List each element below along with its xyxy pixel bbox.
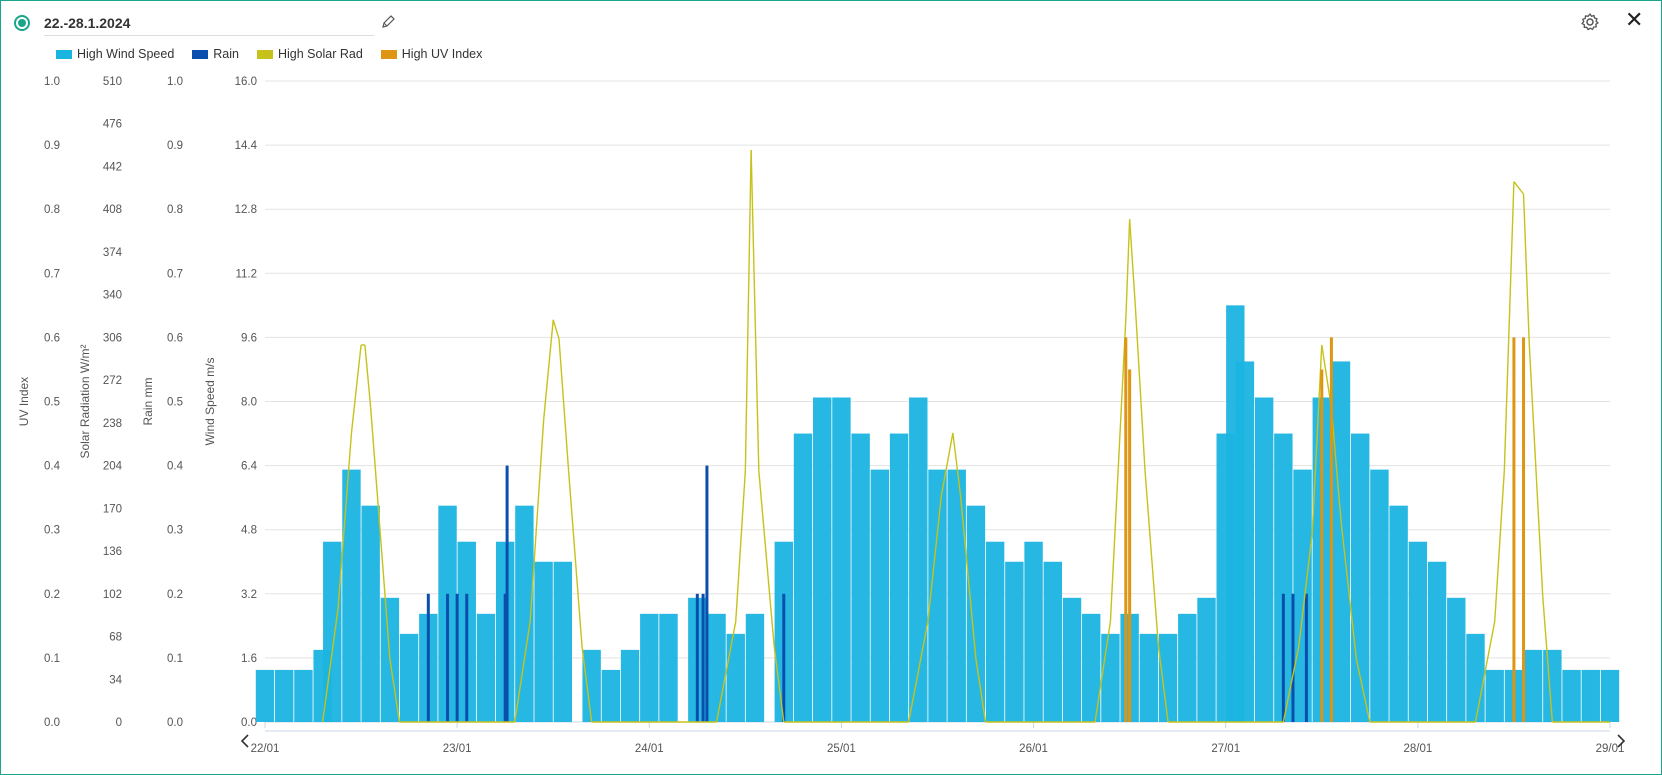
radio-dot xyxy=(18,19,26,27)
legend-label: High Solar Rad xyxy=(278,47,363,61)
legend-swatch xyxy=(56,49,72,59)
legend: High Wind Speed Rain High Solar Rad High… xyxy=(56,47,482,61)
chart-title-input[interactable]: 22.-28.1.2024 xyxy=(44,11,374,36)
title-row: 22.-28.1.2024 xyxy=(14,10,374,36)
legend-item-wind[interactable]: High Wind Speed xyxy=(56,47,174,61)
legend-label: High UV Index xyxy=(401,47,483,61)
pencil-icon[interactable] xyxy=(380,14,396,30)
legend-item-uv[interactable]: High UV Index xyxy=(380,47,483,61)
legend-label: High Wind Speed xyxy=(77,47,175,61)
series-toggle-radio[interactable] xyxy=(14,15,30,31)
legend-item-rain[interactable]: Rain xyxy=(192,47,239,61)
legend-swatch xyxy=(380,49,397,59)
legend-swatch xyxy=(192,49,209,59)
close-icon[interactable]: ✕ xyxy=(1625,7,1644,32)
legend-item-solar[interactable]: High Solar Rad xyxy=(257,47,363,61)
legend-swatch xyxy=(257,49,273,59)
legend-label: Rain xyxy=(213,47,239,61)
gear-icon[interactable] xyxy=(1580,12,1600,32)
